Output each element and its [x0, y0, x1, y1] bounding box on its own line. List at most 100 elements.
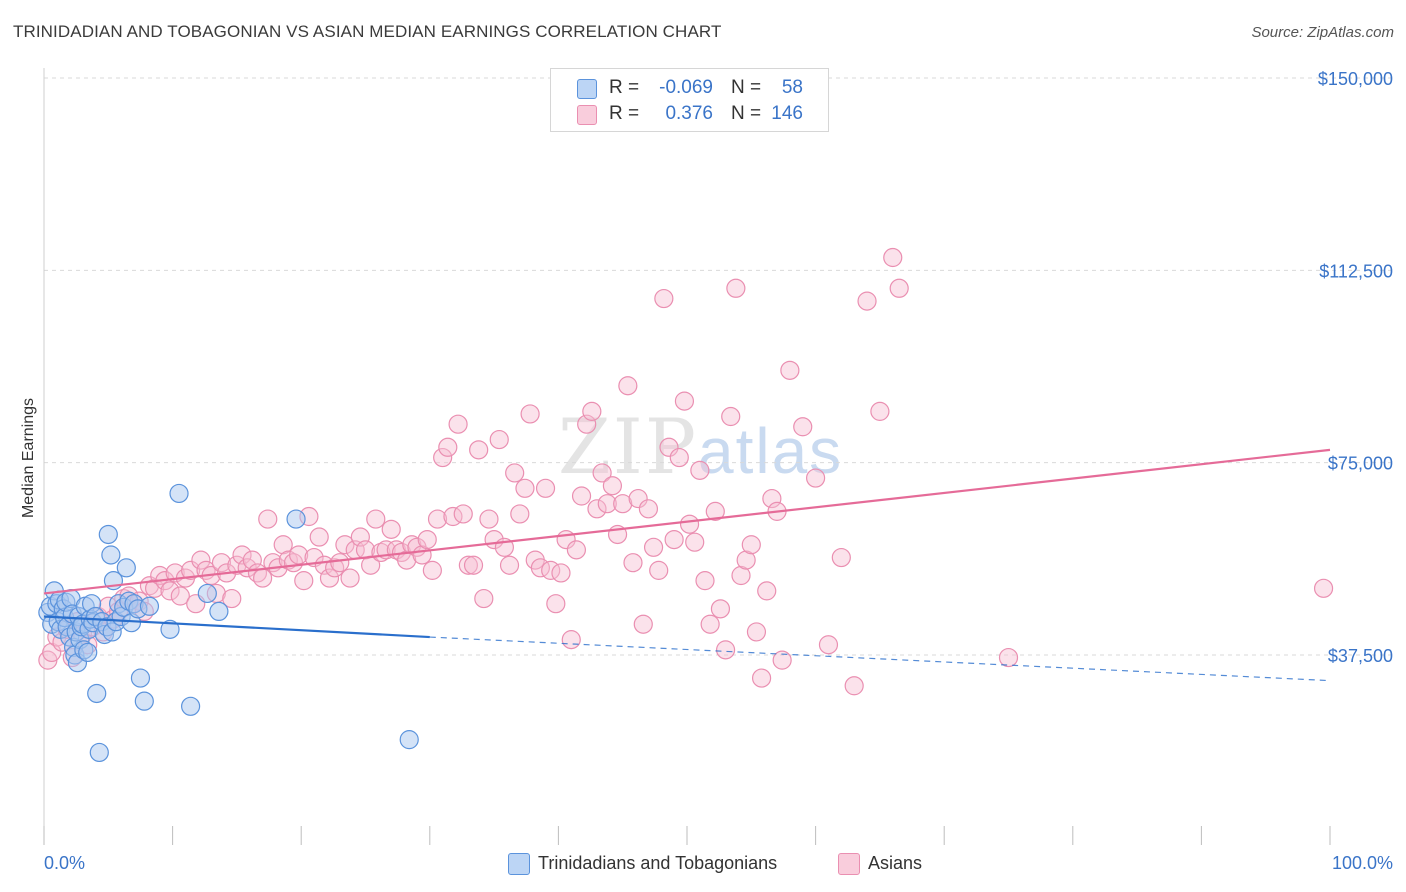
asians-point: [335, 535, 355, 555]
asians-point: [499, 555, 520, 575]
asians-point: [805, 468, 826, 488]
asians-point: [643, 537, 664, 557]
asians-point: [587, 499, 607, 519]
asians-point: [772, 650, 792, 670]
asians-point: [350, 527, 370, 547]
asians-point: [330, 553, 350, 573]
legend-r-label: R =: [609, 103, 640, 124]
asians-point: [592, 463, 612, 483]
trinidadians-point: [116, 558, 136, 578]
asians-point: [381, 519, 401, 539]
asians-point: [762, 488, 782, 509]
legend-row-trinidadians: R = -0.069 N = 58: [551, 75, 828, 101]
asians-point: [505, 463, 525, 483]
zipatlas-watermark: ZIPatlas: [558, 402, 843, 491]
asians-point: [628, 488, 648, 509]
asians-point: [757, 581, 777, 601]
asians-point: [222, 588, 242, 609]
legend-n-value: 146: [771, 103, 803, 124]
asians-point: [705, 501, 725, 521]
asians-point: [685, 532, 705, 552]
asians-point: [659, 437, 679, 457]
correlation-legend: R = -0.069 N = 58 R = 0.376 N = 146: [550, 68, 829, 132]
asians-point: [438, 437, 458, 457]
asians-point: [695, 571, 715, 591]
asians-point: [160, 581, 180, 601]
legend-r-label: R =: [609, 77, 640, 98]
asians-point: [355, 540, 376, 560]
y-tick-label: $150,000: [1318, 69, 1393, 89]
watermark-atlas: atlas: [697, 415, 844, 487]
legend-swatch-blue: [577, 79, 597, 99]
asians-point: [998, 647, 1019, 668]
bottom-legend-swatch-blue: [508, 853, 530, 875]
asians-point: [566, 540, 587, 560]
asians-point: [597, 494, 617, 514]
asians-point: [674, 391, 695, 411]
legend-swatch-pink: [577, 105, 597, 125]
legend-n-label: N =: [731, 103, 762, 124]
asians-point: [571, 486, 592, 506]
x-tick-label-min: 0.0%: [44, 853, 85, 873]
asians-point: [366, 509, 386, 529]
asians-point: [448, 414, 468, 434]
asians-point: [319, 568, 340, 588]
asians-point: [669, 447, 689, 468]
trinidadians-point: [78, 642, 98, 663]
asians-point: [889, 278, 909, 298]
asians-point: [422, 560, 442, 580]
chart-source: Source: ZipAtlas.com: [1251, 24, 1394, 41]
asians-point: [710, 599, 731, 619]
asians-point: [453, 504, 473, 524]
asians-point: [1313, 578, 1334, 598]
asians-point: [520, 404, 540, 424]
asians-point: [679, 514, 700, 534]
legend-r-value: 0.376: [665, 103, 713, 124]
asians-point: [726, 278, 746, 298]
asians-point: [844, 676, 864, 696]
legend-n-value: 58: [781, 77, 803, 98]
trinidadians-point: [101, 545, 121, 565]
asians-point: [561, 630, 581, 650]
asians-point: [633, 614, 653, 634]
trinidadians-point: [87, 683, 107, 704]
asians-point: [664, 529, 684, 550]
asians-point: [253, 568, 273, 588]
asians-point: [402, 535, 422, 555]
asians-point: [325, 558, 345, 578]
trinidadians-point: [197, 583, 217, 604]
asians-point: [294, 571, 314, 591]
asians-point: [309, 527, 329, 547]
asians-point: [818, 635, 839, 655]
asians-point: [690, 460, 710, 480]
trinidadians-trend-extension: [429, 636, 1331, 682]
asians-point: [741, 535, 761, 555]
asians-point: [721, 406, 741, 427]
asians-point: [582, 401, 602, 421]
asians-point: [211, 553, 232, 573]
asians-point: [191, 550, 211, 570]
asians-point: [42, 642, 62, 663]
asians-point: [433, 447, 453, 468]
trinidadians-point: [134, 691, 154, 711]
asians-point: [479, 509, 499, 529]
trinidadians-point: [169, 483, 189, 504]
asians-point: [469, 440, 489, 460]
axes: [43, 68, 1331, 845]
asians-point: [618, 376, 638, 396]
asians-point: [638, 499, 659, 519]
asians-point: [654, 288, 674, 309]
trinidadians-point: [286, 509, 306, 529]
asians-point: [474, 588, 494, 609]
asians-point: [831, 547, 851, 568]
asians-point: [489, 429, 509, 450]
asians-point: [417, 529, 437, 550]
y-tick-label: $112,500: [1319, 261, 1393, 281]
asians-point: [510, 504, 530, 524]
tick-labels: $37,500 $75,000 $112,500 $150,000 0.0% 100.0%: [44, 69, 1393, 873]
asians-point: [870, 401, 890, 421]
asians-point: [397, 550, 417, 570]
asians-point: [602, 476, 623, 496]
legend-n-label: N =: [731, 77, 762, 98]
